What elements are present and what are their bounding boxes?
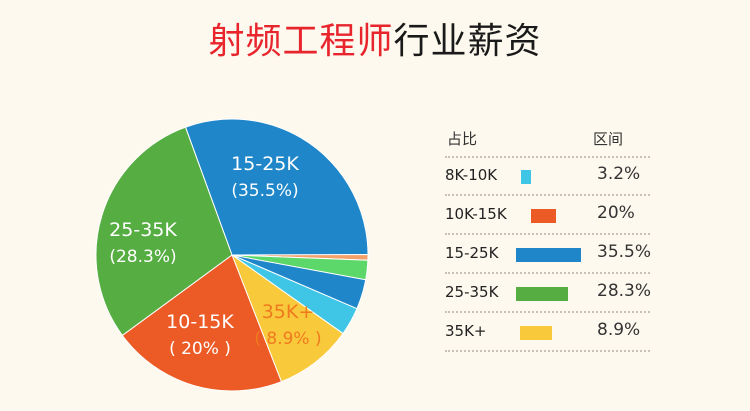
legend-label: 25-35K: [445, 283, 499, 301]
legend-row: 15-25K 35.5%: [445, 234, 652, 274]
legend-label: 8K-10K: [445, 166, 498, 184]
pie-slice-35K+: [230, 253, 344, 383]
legend-pct: 28.3%: [597, 281, 652, 301]
legend-pct: 20%: [597, 203, 635, 223]
legend-header-left: 占比: [447, 130, 478, 148]
title-rest: 行业薪资: [393, 21, 542, 62]
legend-label: 15-25K: [445, 244, 499, 262]
slice-label-15-25K: 15-25K: [231, 153, 299, 175]
slice-label-25-35K: 25-35K: [109, 219, 177, 241]
legend-label: 10K-15K: [445, 205, 507, 223]
legend-header-right: 区间: [593, 130, 624, 148]
legend-row: 8K-10K 3.2%: [445, 156, 650, 196]
legend-divider: [445, 233, 650, 235]
legend-swatch: [516, 287, 568, 301]
legend-swatch: [516, 248, 581, 262]
title-highlight: 射频工程师: [208, 21, 394, 62]
legend-pct: 35.5%: [597, 242, 652, 262]
legend-divider: [445, 194, 650, 196]
pie-slice-25-35K: [95, 126, 233, 337]
chart-title: 射频工程师行业薪资: [0, 18, 750, 66]
legend-swatch: [521, 170, 531, 184]
slice-pct-35K+: ( 8.9% ): [254, 329, 321, 349]
legend-label: 35K+: [445, 322, 487, 340]
pie-sliver-green: [231, 254, 369, 281]
legend: 占比 区间 8K-10K 3.2% 10K-15K 20% 15-25K 35.5% 25-…: [445, 124, 652, 352]
slice-pct-15-25K: (35.5%): [231, 181, 298, 201]
legend-pct: 8.9%: [597, 320, 641, 340]
slice-pct-25-35K: (28.3%): [109, 247, 176, 267]
legend-divider: [445, 311, 650, 313]
slice-label-10-15K: 10-15K: [166, 311, 234, 333]
legend-swatch: [531, 209, 556, 223]
legend-divider: [445, 350, 650, 352]
legend-pct: 3.2%: [597, 164, 641, 184]
legend-divider: [445, 272, 650, 274]
legend-divider: [445, 156, 650, 158]
legend-row: 35K+ 8.9%: [445, 312, 650, 352]
legend-swatch: [520, 326, 552, 340]
legend-row: 25-35K 28.3%: [445, 273, 652, 313]
legend-header: 占比 区间: [445, 124, 650, 156]
legend-row: 10K-15K 20%: [445, 195, 650, 235]
pie-slice-10-15K: [121, 254, 283, 392]
slice-label-35K+: 35K+: [262, 301, 315, 323]
slice-pct-10-15K: ( 20% ): [169, 339, 231, 359]
